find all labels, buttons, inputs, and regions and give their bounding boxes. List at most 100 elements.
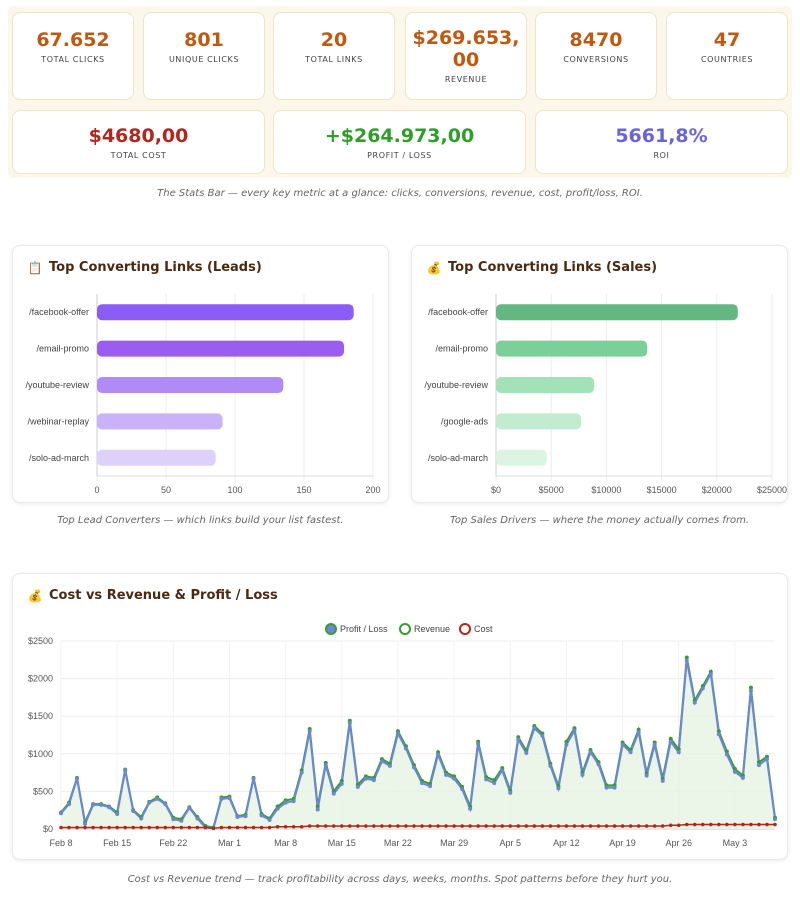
y-tick-label: $1500 [28,711,53,721]
cost-point [323,824,328,828]
x-tick-label: Mar 22 [384,838,412,848]
category-label: /solo-ad-march [29,453,89,463]
bar [496,413,582,430]
profit-point [580,772,585,777]
profit-point [692,700,697,705]
stat-value: 20 [320,29,348,51]
cost-point [717,822,721,827]
profit-point [532,726,537,731]
legend-marker [325,623,337,635]
cost-point [339,824,344,828]
profit-point [564,742,569,747]
profit-point [147,800,152,805]
profit-point [596,762,601,767]
x-tick-label: $15000 [647,485,677,495]
cost-point [468,824,472,828]
cost-point [388,824,392,828]
stat-value: 00 [452,49,480,71]
y-tick-label: $1000 [28,749,53,759]
cost-point [580,824,585,828]
sales-panel: 💰 Top Converting Links (Sales) $0 $5000 $1… [411,245,788,503]
profit-point [652,742,657,747]
profit-point [428,784,433,789]
profit-point [516,737,521,742]
cost-point [163,825,168,830]
profit-point [323,763,328,768]
cost-point [203,825,208,830]
profit-point [171,817,176,822]
cost-point [291,824,296,829]
profit-point [179,818,184,823]
x-tick-label: Feb 22 [159,838,187,848]
cost-point [676,823,681,828]
stat-card-conversions: 8470 CONVERSIONS [535,12,657,100]
cost-point [115,825,119,830]
x-tick-label: Mar 1 [218,838,241,848]
stat-label: CONVERSIONS [563,55,629,64]
profit-point [155,796,160,801]
profit-point [764,757,769,762]
cost-point [588,824,593,828]
profit-point [500,768,505,773]
cost-point [139,825,144,830]
profit-point [275,806,280,811]
cost-point [492,824,497,828]
profit-point [219,796,224,801]
x-tick-label: Apr 5 [500,838,522,848]
profit-point [99,802,104,807]
profit-point [195,816,200,821]
cost-point [59,825,63,830]
stat-value: 47 [713,29,741,51]
stat-label: PROFIT / LOSS [367,151,432,160]
profit-point [291,799,296,804]
cost-point [757,822,761,827]
cost-point [412,824,416,828]
category-label: /solo-ad-march [428,453,488,463]
cost-point [91,825,95,830]
bar [496,377,595,393]
profit-point [460,787,465,792]
leads-bar-chart: 0 50 100 150 200/facebook-offer/email-promo /… [25,294,381,495]
legend-marker [459,623,471,635]
cost-point [516,824,521,828]
cost-point [596,824,601,828]
cost-point [709,822,713,827]
clipboard-icon: 📋 [27,260,43,275]
profit-point [636,729,641,734]
profit-point [347,720,352,725]
cost-point [484,824,488,828]
profit-point [476,742,481,747]
profit-point [395,731,400,736]
x-tick-label: Feb 8 [49,838,72,848]
cost-point [243,825,248,830]
cost-point [668,823,673,828]
cost-point [267,825,272,830]
stat-label: COUNTRIES [700,55,754,64]
profit-point [644,773,649,778]
profit-point [139,816,144,821]
leads-caption: Top Lead Converters — which links build … [57,515,344,526]
profit-point [363,776,368,781]
bar [97,413,223,430]
cost-point [331,824,336,828]
profit-point [83,821,88,826]
stat-label: TOTAL CLICKS [41,55,105,64]
category-label: /facebook-offer [29,307,89,317]
stat-value: +$264.973,00 [324,125,475,147]
revenue-point [564,739,569,744]
stat-value: 67.652 [36,29,110,51]
legend-label: Cost [474,624,493,634]
cost-point [500,824,505,828]
cost-point [380,824,384,828]
stat-card-unique-clicks: 801 UNIQUE CLICKS [143,12,265,100]
cost-point [572,824,577,828]
profit-point [67,802,72,807]
profit-point [492,781,497,786]
revenue-point [716,729,721,734]
sales-panel-title: 💰 Top Converting Links (Sales) [426,260,658,275]
category-label: /google-ads [441,416,489,426]
profit-point [684,658,689,663]
x-tick-label: Mar 29 [440,838,468,848]
profit-point [75,776,80,781]
profit-point [716,732,721,737]
